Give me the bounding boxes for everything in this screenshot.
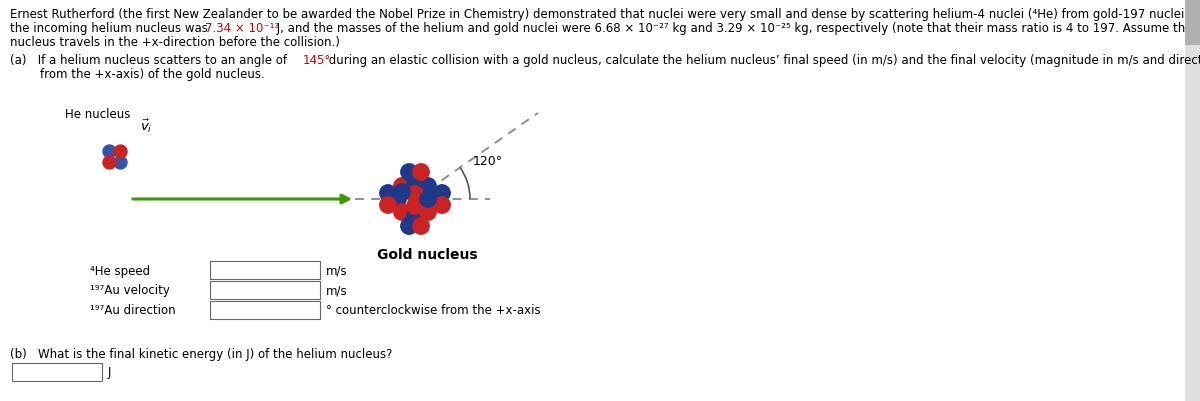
Circle shape bbox=[401, 164, 418, 181]
Text: nucleus travels in the +x-direction before the collision.): nucleus travels in the +x-direction befo… bbox=[10, 36, 340, 49]
Text: Ernest Rutherford (the first New Zealander to be awarded the Nobel Prize in Chem: Ernest Rutherford (the first New Zealand… bbox=[10, 8, 1200, 21]
Text: 120°: 120° bbox=[473, 155, 503, 168]
Circle shape bbox=[103, 146, 116, 159]
Text: J: J bbox=[108, 366, 112, 379]
Circle shape bbox=[420, 178, 437, 195]
Text: (a)   If a helium nucleus scatters to an angle of: (a) If a helium nucleus scatters to an a… bbox=[10, 54, 290, 67]
Text: (b)   What is the final kinetic energy (in J) of the helium nucleus?: (b) What is the final kinetic energy (in… bbox=[10, 347, 392, 360]
Circle shape bbox=[434, 185, 450, 202]
Circle shape bbox=[434, 197, 450, 214]
Circle shape bbox=[394, 184, 410, 200]
Text: during an elastic collision with a gold nucleus, calculate the helium nucleus’ f: during an elastic collision with a gold … bbox=[325, 54, 1200, 67]
FancyBboxPatch shape bbox=[210, 301, 320, 319]
Text: the incoming helium nucleus was: the incoming helium nucleus was bbox=[10, 22, 211, 35]
Circle shape bbox=[413, 164, 430, 181]
Text: 145°: 145° bbox=[302, 54, 331, 67]
Circle shape bbox=[407, 208, 424, 225]
Circle shape bbox=[420, 204, 437, 221]
Text: $\vec{v}_i$: $\vec{v}_i$ bbox=[140, 118, 152, 135]
Circle shape bbox=[407, 186, 424, 203]
FancyBboxPatch shape bbox=[12, 363, 102, 381]
FancyBboxPatch shape bbox=[1186, 0, 1200, 401]
Circle shape bbox=[379, 185, 396, 202]
FancyBboxPatch shape bbox=[210, 281, 320, 299]
Text: 7.34 × 10⁻¹³: 7.34 × 10⁻¹³ bbox=[205, 22, 280, 35]
Text: from the +x-axis) of the gold nucleus.: from the +x-axis) of the gold nucleus. bbox=[40, 68, 265, 81]
Text: m/s: m/s bbox=[326, 264, 348, 277]
Text: ° counterclockwise from the +x-axis: ° counterclockwise from the +x-axis bbox=[326, 304, 541, 317]
Circle shape bbox=[420, 191, 437, 208]
Text: m/s: m/s bbox=[326, 284, 348, 297]
Text: J, and the masses of the helium and gold nuclei were 6.68 × 10⁻²⁷ kg and 3.29 × : J, and the masses of the helium and gold… bbox=[274, 22, 1200, 35]
FancyBboxPatch shape bbox=[1186, 0, 1200, 45]
Circle shape bbox=[413, 218, 430, 235]
Text: Gold nucleus: Gold nucleus bbox=[377, 247, 478, 261]
Circle shape bbox=[394, 204, 410, 221]
Text: He nucleus: He nucleus bbox=[65, 108, 131, 121]
Circle shape bbox=[401, 218, 418, 235]
Circle shape bbox=[114, 146, 127, 159]
Circle shape bbox=[114, 157, 127, 170]
FancyBboxPatch shape bbox=[210, 261, 320, 279]
Circle shape bbox=[103, 157, 116, 170]
Circle shape bbox=[379, 197, 396, 214]
Text: ¹⁹⁷Au direction: ¹⁹⁷Au direction bbox=[90, 304, 175, 317]
Circle shape bbox=[407, 174, 424, 191]
Text: ⁴He speed: ⁴He speed bbox=[90, 264, 150, 277]
Text: ¹⁹⁷Au velocity: ¹⁹⁷Au velocity bbox=[90, 284, 170, 297]
Circle shape bbox=[407, 198, 424, 215]
Circle shape bbox=[424, 191, 440, 208]
Circle shape bbox=[394, 178, 410, 195]
Circle shape bbox=[390, 191, 406, 208]
